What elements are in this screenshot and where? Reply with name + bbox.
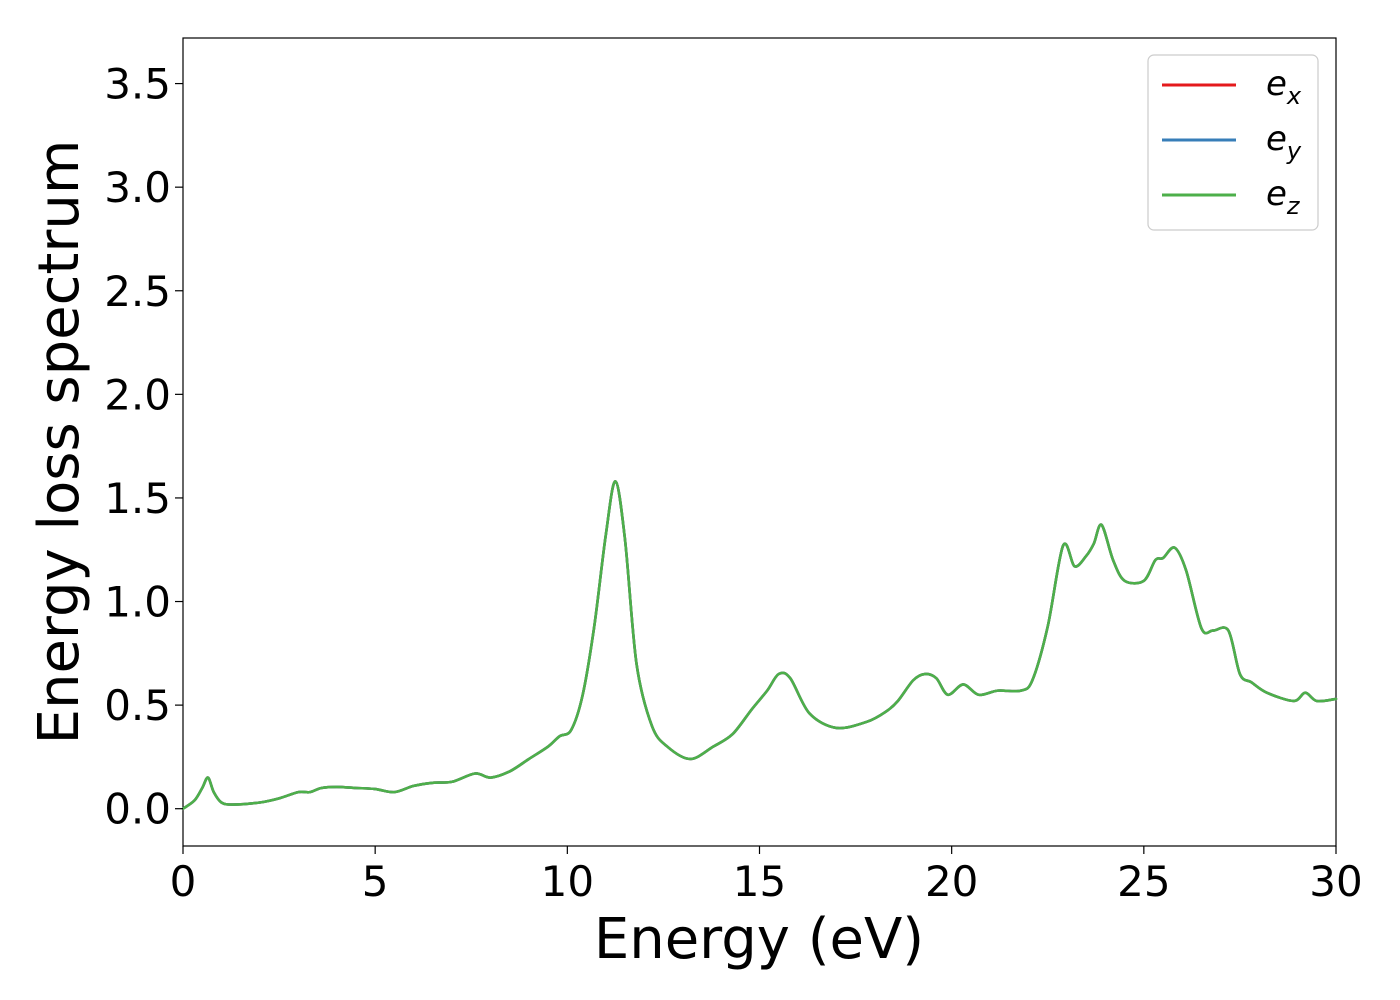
y-tick-label: 1.5 [104,474,171,523]
x-tick-label: 5 [362,857,389,906]
y-tick-label: 3.0 [104,163,171,212]
y-tick-label: 0.5 [104,681,171,730]
series-line-e-y [181,480,1338,811]
series-line-e-x [181,480,1338,811]
y-tick-label: 2.0 [104,370,171,419]
legend-label-e-z: ez [1266,174,1301,220]
x-tick-label: 25 [1117,857,1170,906]
x-tick-label: 0 [170,857,197,906]
x-axis-label: Energy (eV) [594,907,924,972]
x-tick-label: 15 [733,857,786,906]
x-tick-label: 20 [925,857,978,906]
legend-label-e-y: ey [1266,119,1302,165]
x-axis-ticks: 0 5 10 15 20 25 30 [170,846,1363,906]
legend-label-e-x: ex [1266,64,1302,110]
series-layer [181,480,1338,811]
legend: ex ey ez [1147,54,1319,231]
y-tick-label: 0.0 [104,785,171,834]
y-tick-label: 2.5 [104,267,171,316]
y-axis-ticks: 0.0 0.5 1.0 1.5 2.0 2.5 3.0 3.5 [104,60,183,834]
y-tick-label: 3.5 [104,60,171,109]
y-tick-label: 1.0 [104,578,171,627]
legend-box [1147,54,1319,231]
y-axis-label: Energy loss spectrum [27,140,92,745]
x-tick-label: 30 [1309,857,1362,906]
x-tick-label: 10 [541,857,594,906]
series-line-e-z [181,480,1338,811]
